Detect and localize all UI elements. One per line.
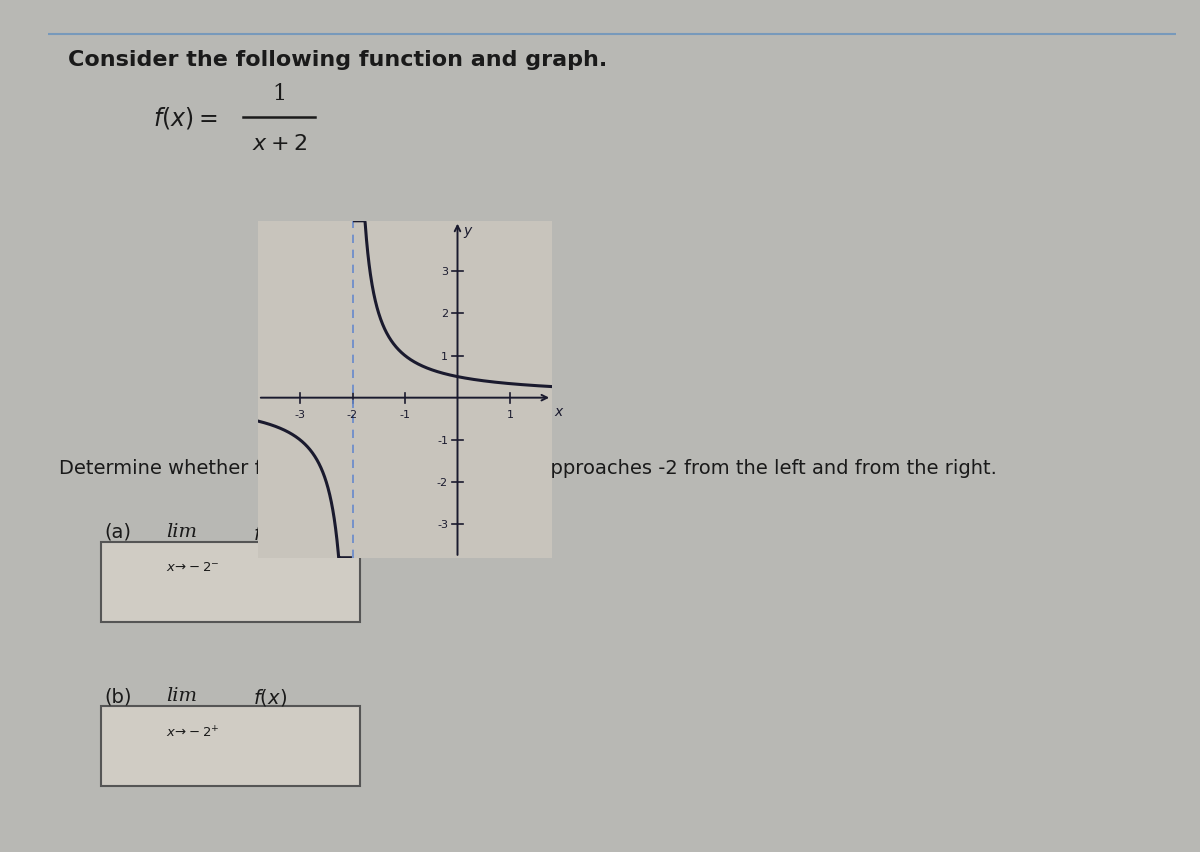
- Text: $f(x)$: $f(x)$: [253, 522, 287, 543]
- Text: -1: -1: [437, 435, 448, 446]
- Text: -1: -1: [400, 410, 410, 420]
- Text: $f(x) =$: $f(x) =$: [152, 105, 217, 130]
- Text: -3: -3: [437, 520, 448, 529]
- Text: 1: 1: [272, 83, 287, 105]
- Text: -2: -2: [347, 410, 358, 420]
- Text: 1: 1: [506, 410, 514, 420]
- Text: y: y: [463, 223, 472, 238]
- Text: (b): (b): [104, 687, 132, 705]
- Text: Consider the following function and graph.: Consider the following function and grap…: [68, 49, 607, 70]
- Text: 3: 3: [442, 267, 448, 277]
- Text: 1: 1: [442, 351, 448, 361]
- Text: $x + 2$: $x + 2$: [252, 133, 307, 155]
- Text: $f(x)$: $f(x)$: [253, 687, 287, 707]
- FancyBboxPatch shape: [101, 542, 360, 622]
- Text: lim: lim: [167, 522, 198, 540]
- Text: $x \!\rightarrow\! -2^{+}$: $x \!\rightarrow\! -2^{+}$: [167, 725, 220, 740]
- Text: lim: lim: [167, 687, 198, 705]
- Text: -2: -2: [437, 477, 448, 487]
- Text: 2: 2: [440, 309, 448, 319]
- FancyBboxPatch shape: [101, 706, 360, 786]
- Text: -3: -3: [294, 410, 306, 420]
- Text: $x \!\rightarrow\! -2^{-}$: $x \!\rightarrow\! -2^{-}$: [167, 561, 220, 573]
- Text: x: x: [554, 405, 563, 418]
- Text: (a): (a): [104, 522, 132, 541]
- Text: Determine whether f(x) approaches ∞ or -∞ as x approaches -2 from the left and f: Determine whether f(x) approaches ∞ or -…: [59, 458, 997, 477]
